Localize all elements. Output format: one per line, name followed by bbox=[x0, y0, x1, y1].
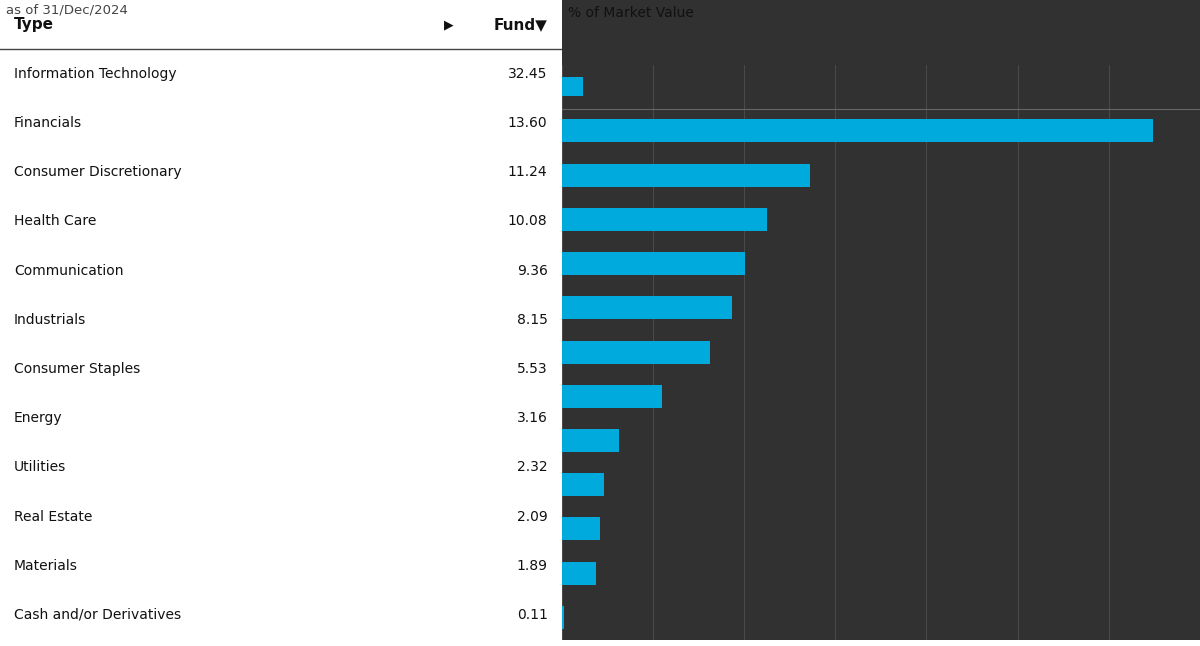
Bar bbox=[562, 340, 710, 364]
Text: Information Technology: Information Technology bbox=[14, 67, 176, 81]
Text: % of Market Value: % of Market Value bbox=[568, 6, 694, 21]
Text: Materials: Materials bbox=[14, 559, 78, 573]
Text: Energy: Energy bbox=[14, 411, 62, 425]
Text: 3.16: 3.16 bbox=[517, 411, 547, 425]
Bar bbox=[562, 429, 619, 452]
Bar bbox=[562, 252, 745, 275]
Text: Financials: Financials bbox=[14, 116, 82, 130]
Text: 11.24: 11.24 bbox=[508, 165, 547, 179]
Text: Industrials: Industrials bbox=[14, 313, 86, 327]
Text: 13.60: 13.60 bbox=[508, 116, 547, 130]
Text: Utilities: Utilities bbox=[14, 461, 66, 474]
Text: 0.11: 0.11 bbox=[517, 608, 547, 622]
Text: 2.32: 2.32 bbox=[517, 461, 547, 474]
Text: Health Care: Health Care bbox=[14, 214, 96, 229]
Bar bbox=[562, 297, 732, 319]
Bar bbox=[562, 606, 564, 629]
Text: Communication: Communication bbox=[14, 264, 124, 278]
Text: ▶: ▶ bbox=[444, 18, 454, 31]
Text: Cash and/or Derivatives: Cash and/or Derivatives bbox=[14, 608, 181, 622]
Bar bbox=[562, 517, 600, 541]
Text: 1.89: 1.89 bbox=[516, 559, 547, 573]
Bar bbox=[562, 77, 583, 96]
Text: Fund▼: Fund▼ bbox=[493, 17, 547, 32]
Text: 32.45: 32.45 bbox=[508, 67, 547, 81]
Bar bbox=[562, 208, 767, 231]
Bar bbox=[562, 120, 1153, 142]
Bar bbox=[562, 385, 662, 408]
Text: Consumer Discretionary: Consumer Discretionary bbox=[14, 165, 181, 179]
Text: 5.53: 5.53 bbox=[517, 362, 547, 376]
Text: 2.09: 2.09 bbox=[517, 510, 547, 523]
Bar bbox=[562, 163, 810, 187]
Text: 10.08: 10.08 bbox=[508, 214, 547, 229]
Text: Real Estate: Real Estate bbox=[14, 510, 92, 523]
Bar bbox=[562, 474, 604, 496]
Text: 8.15: 8.15 bbox=[517, 313, 547, 327]
Text: as of 31/Dec/2024: as of 31/Dec/2024 bbox=[6, 3, 128, 16]
Text: Type: Type bbox=[14, 17, 54, 32]
Text: Consumer Staples: Consumer Staples bbox=[14, 362, 140, 376]
Text: 9.36: 9.36 bbox=[517, 264, 547, 278]
Bar bbox=[562, 562, 596, 585]
